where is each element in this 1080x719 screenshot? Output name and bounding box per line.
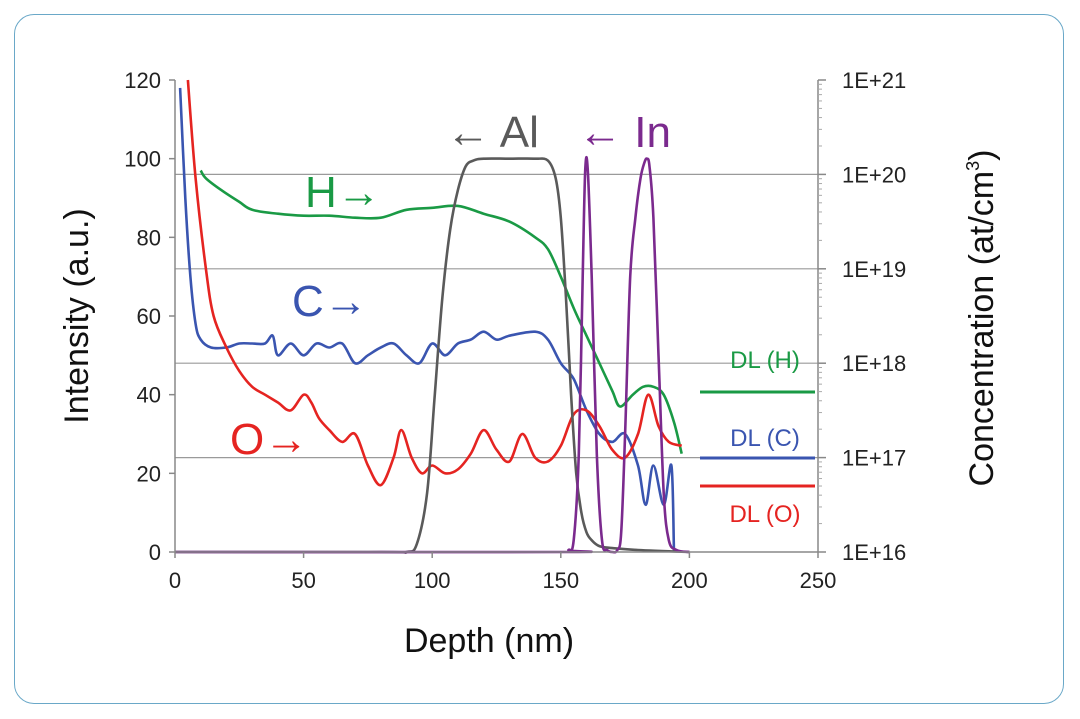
y2-axis-title: Concentration (at/cm3) — [963, 150, 1001, 487]
series-line-h — [199, 169, 683, 455]
annotation-label: ← In — [578, 108, 671, 157]
axes — [169, 79, 826, 558]
annotation-label: H→ — [305, 168, 381, 217]
annotations: H→ C→ O→ ← Al ← In — [230, 108, 671, 464]
x-tick-label: 100 — [414, 568, 451, 593]
y2-tick-label: 1E+21 — [842, 68, 906, 93]
y-tick-label: 60 — [137, 304, 161, 329]
y2-axis-title-sup: 3 — [963, 161, 983, 171]
detection-limit-label: DL (H) — [730, 347, 800, 374]
series-line-o — [186, 79, 683, 487]
chart-frame — [14, 14, 1064, 704]
y-tick-label: 40 — [137, 383, 161, 408]
detection-limit-label: DL (C) — [730, 425, 800, 452]
x-tick-label: 250 — [800, 568, 837, 593]
detection-limits: DL (H) DL (C) DL (O) — [700, 347, 815, 528]
x-tick-label: 0 — [169, 568, 181, 593]
annotation-label: O→ — [230, 415, 308, 464]
x-tick-label: 50 — [291, 568, 315, 593]
y-tick-label: 80 — [137, 225, 161, 250]
y2-tick-label: 1E+17 — [842, 446, 906, 471]
annotation-label: C→ — [292, 277, 368, 326]
x-axis-title: Depth (nm) — [404, 622, 574, 660]
y-tick-label: 20 — [137, 461, 161, 486]
y-tick-label: 100 — [124, 147, 161, 172]
series-line-c — [178, 87, 676, 553]
y2-axis-title-main: Concentration (at/cm — [963, 171, 1001, 487]
y-axis-title: Intensity (a.u.) — [58, 208, 96, 423]
y2-axis-title-close: ) — [963, 150, 1001, 161]
y2-tick-label: 1E+18 — [842, 351, 906, 376]
y2-tick-label: 1E+16 — [842, 540, 906, 565]
detection-limit-label: DL (O) — [729, 501, 800, 528]
y-tick-label: 0 — [149, 540, 161, 565]
y2-tick-label: 1E+19 — [842, 257, 906, 282]
series-line-in — [174, 155, 690, 554]
y2-tick-label: 1E+20 — [842, 162, 906, 187]
x-tick-label: 150 — [542, 568, 579, 593]
series-line-al — [175, 157, 690, 554]
annotation-label: ← Al — [446, 108, 539, 157]
x-tick-label: 200 — [671, 568, 708, 593]
y-tick-label: 120 — [124, 68, 161, 93]
